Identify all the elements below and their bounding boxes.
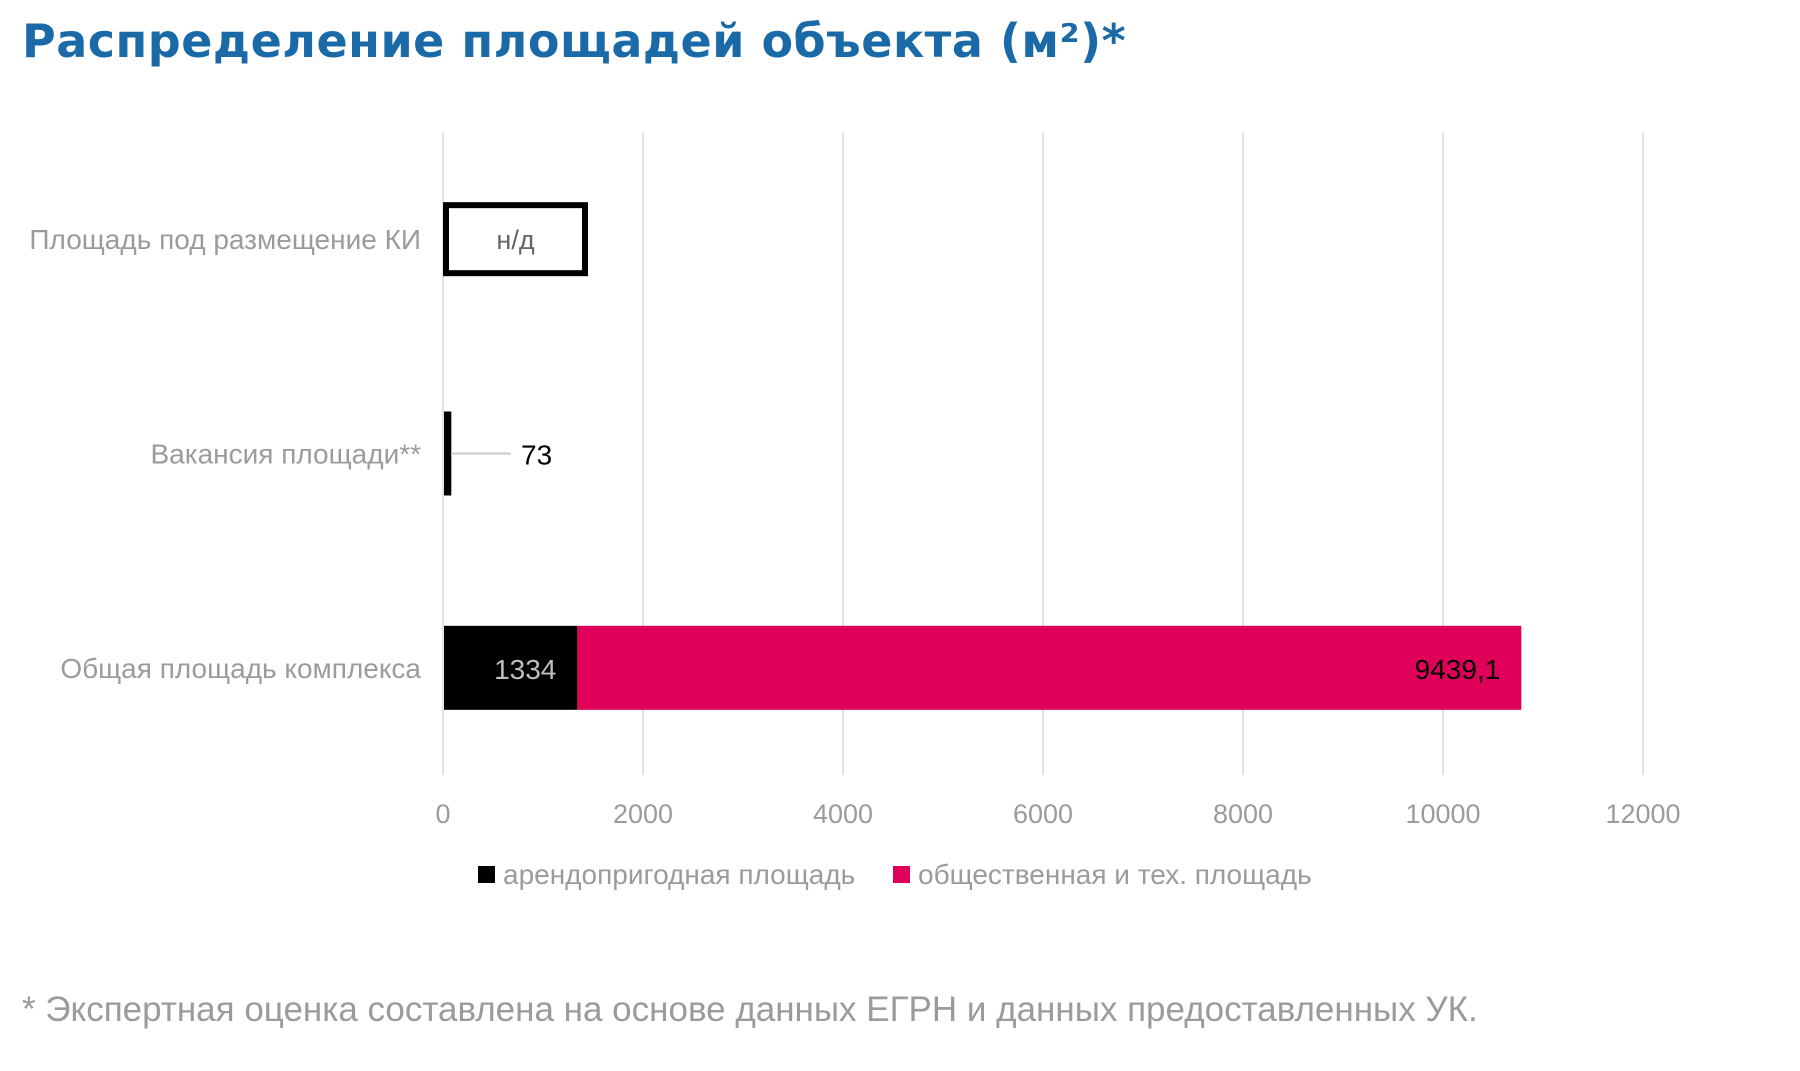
bar-chart: 0 2000 4000 6000 8000 10000 12000 Площадь под р… <box>29 132 1681 890</box>
x-tick-label: 4000 <box>813 799 873 829</box>
x-tick-label: 10000 <box>1405 799 1480 829</box>
footnote: * Экспертная оценка составлена на основе… <box>22 990 1478 1029</box>
category-label: Общая площадь комплекса <box>60 653 421 684</box>
data-label: 9439,1 <box>1415 654 1501 685</box>
legend-label: арендопригодная площадь <box>503 859 855 890</box>
na-bar <box>443 202 588 277</box>
x-tick-label: 12000 <box>1605 799 1680 829</box>
x-tick-label: 2000 <box>613 799 673 829</box>
legend-swatch <box>478 866 495 883</box>
data-label: 1334 <box>494 654 556 685</box>
chart-title: Распределение площадей объекта (м²)* <box>22 14 1127 68</box>
bar-segment <box>444 411 452 496</box>
data-label: 73 <box>521 440 552 471</box>
category-label: Площадь под размещение КИ <box>29 224 421 255</box>
legend-label: общественная и тех. площадь <box>918 859 1312 890</box>
x-tick-label: 6000 <box>1013 799 1073 829</box>
bar-segment <box>577 625 1522 710</box>
na-bar-label: н/д <box>496 225 534 255</box>
legend-swatch <box>893 866 910 883</box>
bar-segment <box>444 625 578 710</box>
x-tick-label: 0 <box>435 799 450 829</box>
x-tick-label: 8000 <box>1213 799 1273 829</box>
category-label: Вакансия площади** <box>151 439 422 470</box>
